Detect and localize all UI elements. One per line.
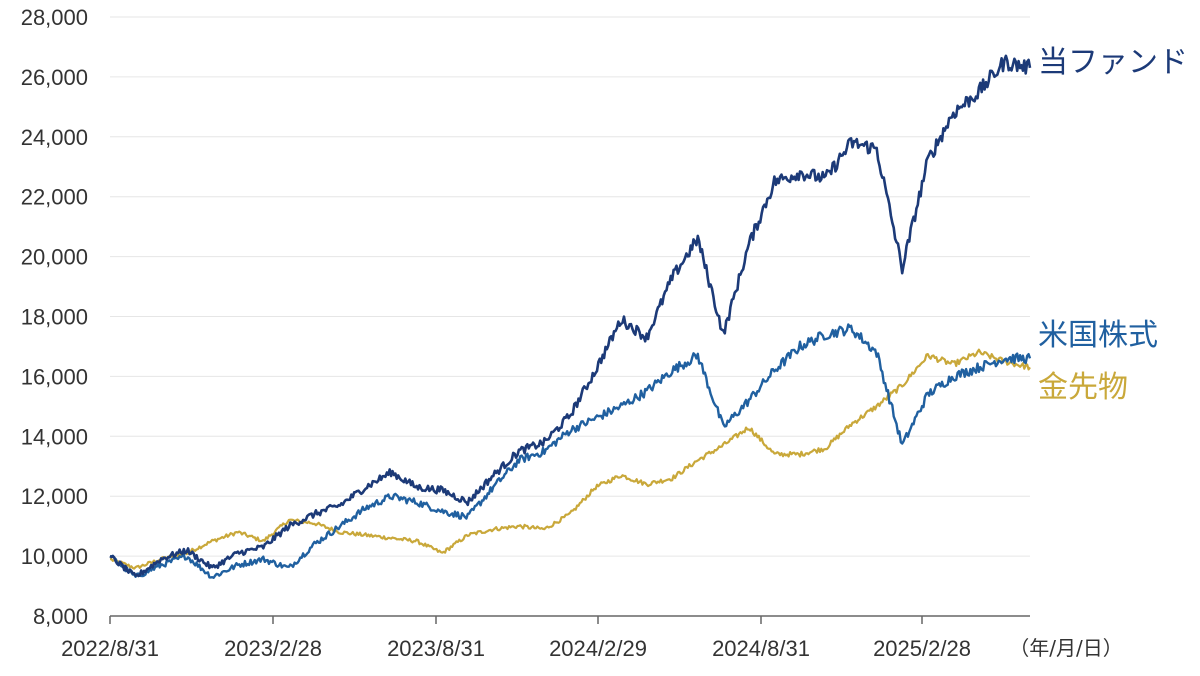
y-tick-label: 28,000 xyxy=(21,5,88,30)
x-tick-label: 2022/8/31 xyxy=(61,636,159,661)
x-tick-label: 2025/2/28 xyxy=(873,636,971,661)
series-label: 当ファンド xyxy=(1038,45,1188,80)
y-tick-label: 14,000 xyxy=(21,424,88,449)
x-tick-labels: 2022/8/31 2023/2/28 2023/8/31 2024/2/29 2024… xyxy=(61,636,971,661)
x-axis-unit-label: （年/月/日） xyxy=(1009,636,1122,660)
x-tick-label: 2024/2/29 xyxy=(549,636,647,661)
y-tick-label: 20,000 xyxy=(21,245,88,270)
y-tick-label: 16,000 xyxy=(21,364,88,389)
series-labels: 金先物 米国株式 当ファンド xyxy=(1038,45,1188,405)
y-tick-label: 18,000 xyxy=(21,305,88,330)
axes xyxy=(109,615,1030,624)
x-tick-label: 2024/8/31 xyxy=(712,636,810,661)
gridlines xyxy=(110,16,1030,557)
x-tick-label: 2023/2/28 xyxy=(224,636,322,661)
series-line xyxy=(109,54,1032,578)
y-tick-label: 12,000 xyxy=(21,484,88,509)
series-label: 米国株式 xyxy=(1038,318,1158,353)
y-tick-labels: 8,000 10,000 12,000 14,000 16,000 18,000 20,00… xyxy=(21,5,88,629)
series-line xyxy=(109,348,1031,570)
y-tick-label: 26,000 xyxy=(21,65,88,90)
y-tick-label: 22,000 xyxy=(21,185,88,210)
y-tick-label: 24,000 xyxy=(21,125,88,150)
series-lines xyxy=(109,54,1032,579)
x-tick-label: 2023/8/31 xyxy=(387,636,485,661)
series-line xyxy=(109,323,1032,579)
series-label: 金先物 xyxy=(1038,370,1128,405)
y-tick-label: 10,000 xyxy=(21,544,88,569)
y-tick-label: 8,000 xyxy=(33,604,88,629)
